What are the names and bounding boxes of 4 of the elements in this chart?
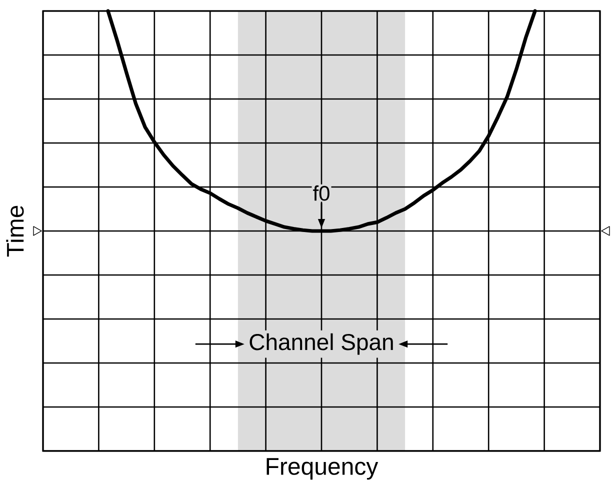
y-axis-title: Time: [6, 206, 24, 257]
x-axis-title: Frequency: [266, 458, 378, 480]
annotation: f0: [313, 185, 330, 201]
annotation: Channel Span: [250, 333, 393, 355]
